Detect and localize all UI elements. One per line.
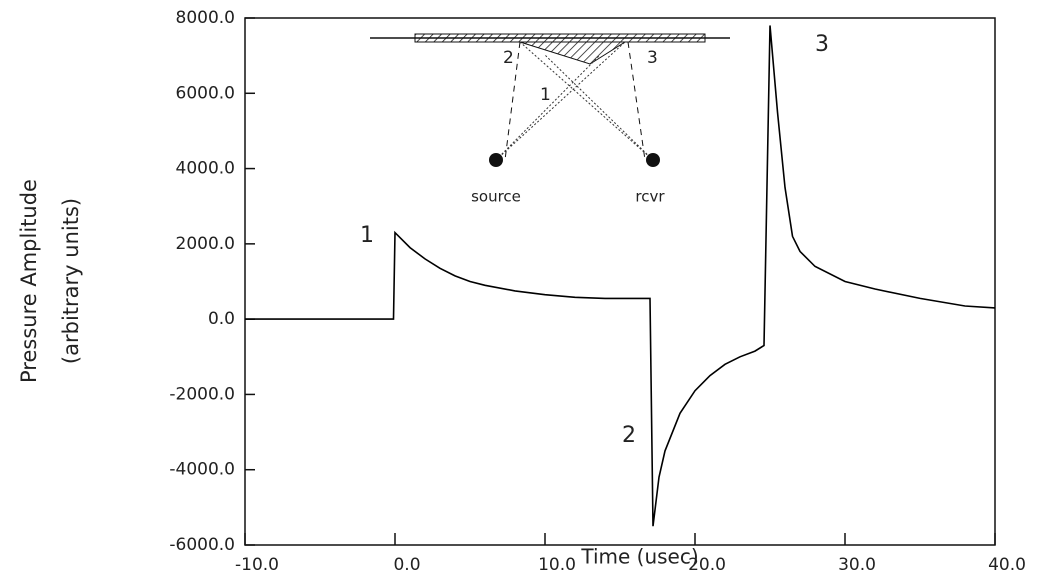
x-tick-label: 20.0 [688, 555, 726, 575]
plate [414, 33, 706, 43]
y-tick-label: 0.0 [208, 309, 235, 329]
path-dashed [504, 41, 646, 161]
annotation: 2 [622, 423, 636, 448]
data-line [245, 25, 996, 527]
y-tick-label: 4000.0 [176, 159, 235, 179]
inset-label: 3 [647, 48, 658, 68]
y-tick-label: 6000.0 [176, 83, 235, 103]
path-dotted [495, 41, 654, 161]
x-tick-label: 0.0 [393, 555, 420, 575]
source-dot [489, 153, 503, 167]
annotation: 3 [815, 32, 829, 57]
inset-label: rcvr [635, 188, 665, 206]
rcvr-dot [646, 153, 660, 167]
y-tick-label: 2000.0 [176, 234, 235, 254]
y-tick-label: -2000.0 [169, 384, 235, 404]
plot-frame [244, 17, 996, 546]
y-tick-label: -6000.0 [169, 535, 235, 555]
x-axis-label: Time (usec) [580, 545, 698, 569]
x-tick-label: -10.0 [235, 555, 279, 575]
inset-diagram: 2 1 3 source rcvr [370, 33, 730, 206]
y-tick-label: 8000.0 [176, 8, 235, 28]
y-axis-label: Pressure Amplitude [17, 179, 41, 383]
x-tick-label: 30.0 [838, 555, 876, 575]
wedge [519, 41, 627, 65]
annotation: 1 [360, 223, 374, 248]
x-tick-label: 10.0 [538, 555, 576, 575]
y-tick-label: -4000.0 [169, 460, 235, 480]
inset-label: 2 [503, 48, 514, 68]
x-tick-label: 40.0 [988, 555, 1026, 575]
y-axis-label: (arbitrary units) [59, 198, 83, 364]
inset-label: source [471, 188, 521, 206]
inset-label: 1 [540, 85, 551, 105]
